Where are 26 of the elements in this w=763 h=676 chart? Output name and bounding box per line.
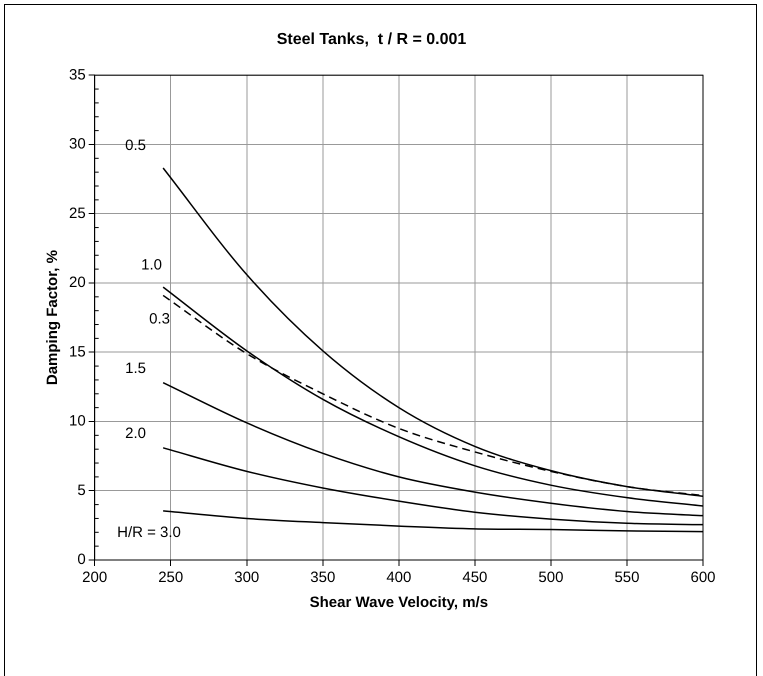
- x-axis-title: Shear Wave Velocity, m/s: [310, 594, 488, 612]
- x-tick-label: 400: [386, 569, 412, 586]
- x-tick-label: 600: [690, 569, 716, 586]
- x-tick-label: 300: [234, 569, 260, 586]
- series-label: 2.0: [125, 424, 146, 442]
- series-label: 0.5: [125, 137, 146, 154]
- x-tick-label: 350: [310, 569, 336, 586]
- series-label: 1.5: [125, 360, 146, 377]
- series-label: 1.0: [141, 256, 162, 274]
- y-tick-label: 0: [77, 551, 86, 568]
- y-tick-label: 10: [68, 412, 86, 430]
- y-tick-label: 25: [68, 204, 86, 222]
- x-tick-label: 550: [614, 569, 640, 586]
- y-tick-label: 20: [68, 274, 86, 292]
- x-tick-label: 200: [82, 569, 108, 586]
- series-label: H/R = 3.0: [117, 524, 181, 541]
- x-tick-label: 450: [462, 569, 488, 586]
- x-tick-label: 250: [158, 569, 184, 586]
- y-tick-label: 35: [68, 66, 86, 84]
- chart-title: Steel Tanks, t / R = 0.001: [276, 31, 466, 48]
- y-tick-label: 30: [68, 136, 86, 153]
- series-label: 0.3: [149, 310, 170, 328]
- x-tick-label: 500: [538, 569, 564, 586]
- y-axis-title: Damping Factor, %: [44, 250, 62, 386]
- y-tick-label: 5: [77, 482, 86, 499]
- y-tick-label: 15: [68, 343, 86, 360]
